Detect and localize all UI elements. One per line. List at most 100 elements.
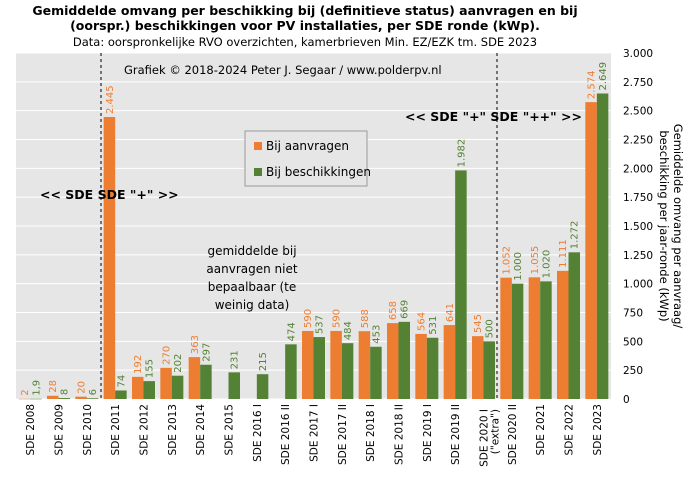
bar-aanvragen — [472, 336, 484, 399]
bar-beschikkingen — [483, 341, 495, 399]
y-axis-ticks: 0 250 500 750 1.000 1.250 1.500 1.750 2.000 2.250… — [623, 48, 653, 406]
value-label: 8 — [60, 389, 71, 395]
y-tick-label: 2.000 — [623, 163, 653, 175]
legend-swatch-aanvragen — [254, 142, 262, 150]
value-label: 2.574 — [587, 70, 598, 99]
x-tick-label: SDE 2023 — [592, 404, 604, 455]
y-tick-label: 1.750 — [623, 192, 653, 204]
bar-beschikkingen — [540, 281, 552, 399]
legend-box — [244, 130, 368, 187]
annotation-note-line-4: weinig data) — [215, 298, 290, 312]
x-tick-label: SDE 2011 — [110, 404, 122, 455]
value-labels-group: 2 1,9 28 8 20 6 2.445 74 192 155 270 202 363 297 231 21… — [20, 62, 609, 396]
bar-aanvragen — [415, 333, 427, 399]
bar-beschikkingen — [256, 374, 269, 399]
value-label: 1.000 — [513, 252, 524, 281]
bar-beschikkingen — [285, 344, 297, 399]
x-tick-label: SDE 2019 I — [422, 404, 434, 462]
bar-beschikkingen — [398, 321, 410, 399]
bar-beschikkingen — [511, 283, 524, 399]
y-tick-label: 2.500 — [623, 106, 653, 118]
legend-label-aanvragen: Bij aanvragen — [266, 139, 349, 153]
value-label: 1.055 — [530, 246, 541, 275]
annotation-note-line-1: gemiddelde bij — [207, 244, 296, 258]
value-label: 474 — [286, 322, 297, 341]
x-tick-label: SDE 2009 — [54, 404, 66, 455]
value-label: 1.982 — [456, 139, 467, 168]
bar-aanvragen — [188, 357, 201, 399]
bar-beschikkingen — [228, 372, 240, 399]
bar-aanvragen — [358, 331, 371, 399]
value-label: 270 — [162, 346, 173, 365]
value-label: 297 — [201, 343, 212, 362]
value-label: 484 — [343, 321, 354, 340]
bar-beschikkingen — [58, 398, 70, 399]
x-tick-label: SDE 2014 — [195, 404, 207, 456]
x-tick-label: SDE 2018 I — [365, 404, 377, 462]
bars-group — [18, 93, 609, 400]
y-tick-label: 2.250 — [623, 135, 653, 147]
bar-beschikkingen — [370, 346, 382, 399]
value-label: 155 — [145, 359, 156, 378]
value-label: 669 — [400, 300, 411, 319]
annotation-sde-plusplus: << SDE "+" SDE "++" >> — [405, 109, 582, 124]
x-tick-label: SDE 2022 — [564, 404, 576, 455]
value-label: 537 — [315, 315, 326, 334]
annotation-note: gemiddelde bij aanvragen niet bepaalbaar… — [206, 244, 297, 312]
x-tick-label: SDE 2013 — [167, 404, 179, 455]
x-axis-ticks: SDE 2008 SDE 2009 SDE 2010 SDE 2011 SDE 2012… — [25, 404, 604, 467]
bar-aanvragen — [500, 277, 512, 399]
x-tick-label: SDE 2020 I("extra") — [479, 409, 502, 467]
bar-aanvragen — [132, 376, 144, 399]
x-tick-label: SDE 2010 — [82, 404, 94, 455]
x-tick-label: SDE 2016 II — [280, 404, 292, 465]
value-label: 231 — [230, 350, 241, 369]
value-label: 192 — [133, 355, 144, 374]
legend-label-beschikkingen: Bij beschikkingen — [266, 165, 371, 179]
value-label: 1.111 — [558, 239, 569, 268]
value-label: 658 — [388, 301, 399, 320]
value-label: 202 — [173, 354, 184, 373]
chart-credit: Grafiek © 2018-2024 Peter J. Segaar / ww… — [124, 63, 442, 77]
x-tick-label: SDE 2012 — [139, 404, 151, 455]
value-label: 28 — [48, 380, 59, 393]
value-label: 453 — [371, 325, 382, 344]
value-label: 6 — [88, 389, 99, 395]
bar-aanvragen — [387, 323, 399, 399]
y-tick-label: 0 — [623, 394, 630, 406]
value-label: 590 — [332, 309, 343, 328]
annotation-note-line-2: aanvragen niet — [206, 262, 297, 276]
y-tick-label: 500 — [623, 336, 643, 348]
y-tick-label: 1.250 — [623, 250, 653, 262]
annotation-note-line-3: bepaalbaar (te — [208, 280, 297, 294]
x-tick-label: SDE 2015 — [224, 404, 236, 455]
value-label: 2.445 — [105, 85, 116, 114]
y-tick-label: 2.750 — [623, 77, 653, 89]
bar-aanvragen — [330, 330, 342, 399]
bar-aanvragen — [47, 395, 59, 399]
value-label: 2.649 — [598, 62, 609, 91]
x-tick-label: SDE 2021 — [535, 404, 547, 455]
value-label: 2 — [20, 389, 31, 395]
bar-aanvragen — [103, 117, 116, 399]
bar-beschikkingen — [313, 337, 325, 399]
value-label: 215 — [258, 352, 269, 371]
value-label: 590 — [303, 309, 314, 328]
value-label: 531 — [428, 316, 439, 335]
bar-beschikkingen — [200, 364, 212, 399]
bar-aanvragen — [302, 330, 314, 399]
legend: Bij aanvragen Bij beschikkingen — [244, 130, 371, 187]
x-tick-label: SDE 2020 II — [507, 404, 519, 465]
bar-aanvragen — [75, 396, 87, 399]
bar-aanvragen — [557, 270, 569, 399]
bar-beschikkingen — [455, 170, 467, 399]
value-label: 20 — [77, 381, 88, 394]
x-tick-label: SDE 2008 — [25, 404, 37, 455]
chart-title-line-1: Gemiddelde omvang per beschikking bij (d… — [32, 3, 577, 18]
bar-beschikkingen — [568, 252, 580, 399]
bar-aanvragen — [443, 325, 456, 399]
value-label: 1.272 — [570, 221, 581, 250]
y-axis-label-line-1: Gemiddelde omvang per aanvraag/ — [671, 124, 685, 329]
